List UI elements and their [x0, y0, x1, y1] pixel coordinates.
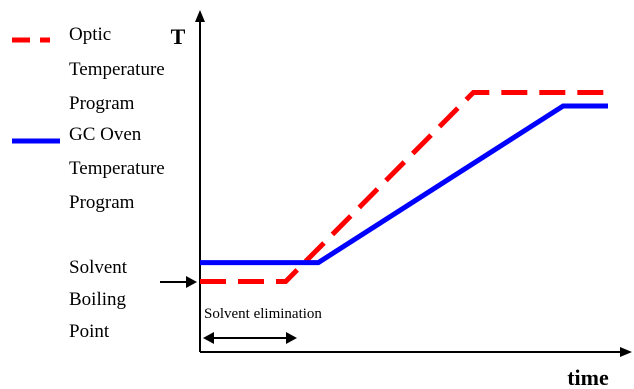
series-layer	[200, 90, 608, 284]
boiling-point-label-line2: Boiling	[69, 289, 127, 310]
legend-label-gc-line3: Program	[69, 192, 135, 213]
legend-label-optic-line3: Program	[69, 93, 135, 114]
boiling-point-label-line1: Solvent	[69, 257, 128, 278]
legend-label-gc-line2: Temperature	[69, 158, 165, 179]
solvent-elimination-annotation: Solvent elimination	[203, 306, 322, 344]
y-axis-label: T	[171, 24, 186, 49]
x-axis-arrowhead	[620, 347, 632, 357]
x-axis-label: time	[567, 365, 609, 389]
axes: T time	[171, 10, 632, 389]
series-line-gc-oven	[200, 103, 608, 266]
solvent-boiling-point-annotation: Solvent Boiling Point	[69, 257, 197, 342]
legend-label-optic-line1: Optic	[69, 24, 111, 45]
y-axis-arrowhead	[195, 10, 205, 22]
legend-label-gc-line1: GC Oven	[69, 124, 142, 145]
solvent-elimination-label: Solvent elimination	[204, 306, 322, 322]
legend-label-optic-line2: Temperature	[69, 59, 165, 80]
boiling-point-label-line3: Point	[69, 321, 110, 342]
boiling-point-arrowhead	[186, 276, 197, 288]
legend: Optic Temperature Program GC Oven Temper…	[12, 24, 165, 213]
solvent-elimination-arrowhead-right	[286, 332, 297, 344]
solvent-elimination-arrowhead-left	[203, 332, 214, 344]
series-line-optic	[200, 90, 608, 284]
